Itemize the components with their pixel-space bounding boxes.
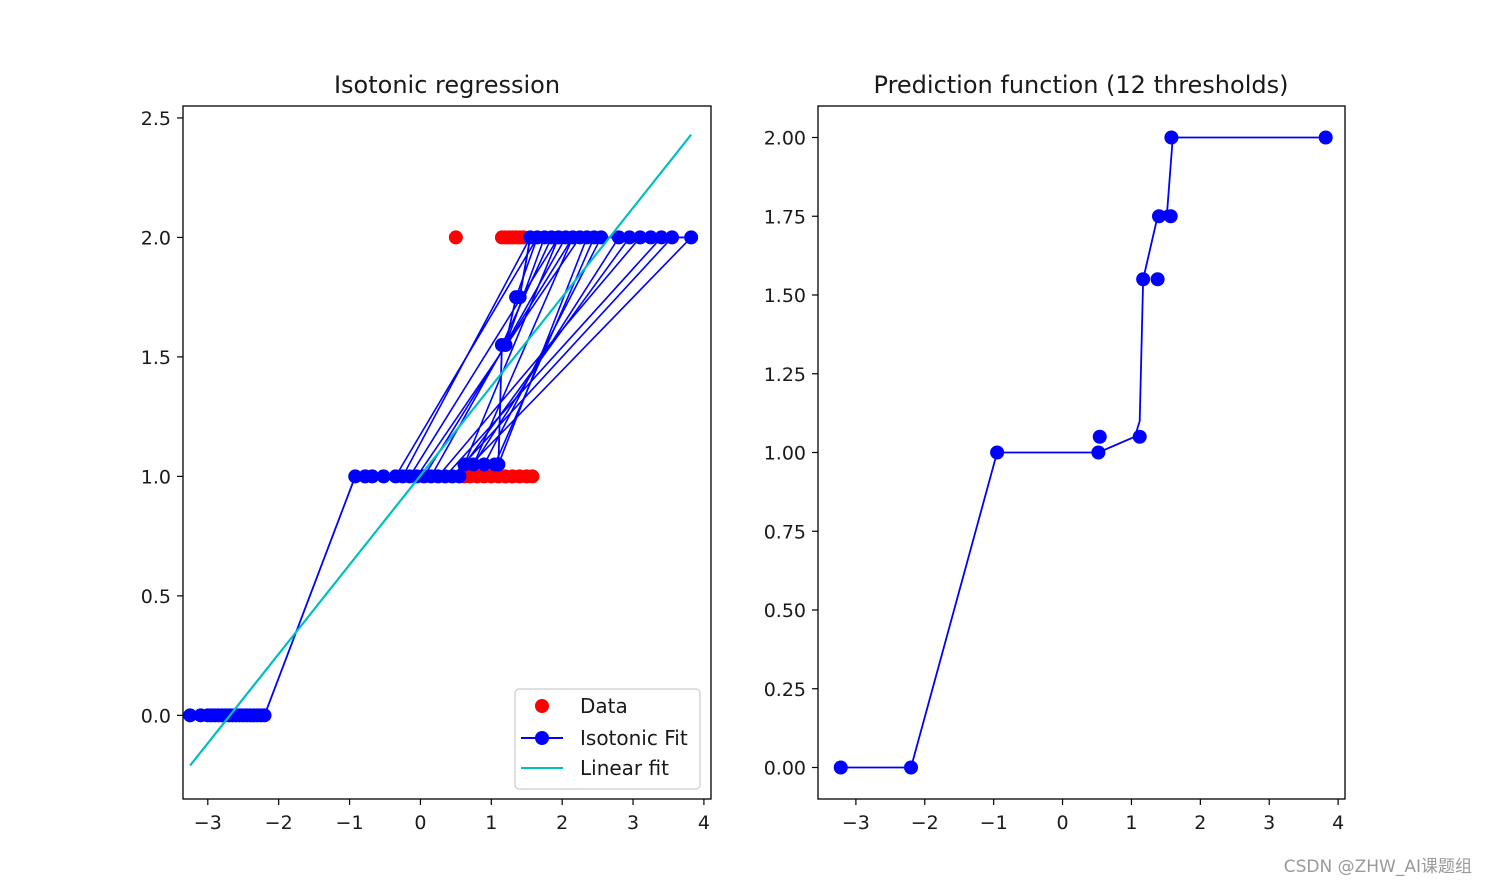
right-prediction-line	[840, 136, 1326, 769]
left-isotonic-connector	[504, 237, 546, 346]
right-y-tick-label: 1.50	[764, 285, 806, 307]
left-data-point	[448, 230, 463, 245]
right-x-tick-label: −3	[842, 812, 870, 834]
left-isotonic-connector	[463, 237, 560, 465]
right-y-tick-label: 0.75	[764, 521, 806, 543]
left-isotonic-fit-point	[643, 230, 658, 245]
legend-box	[514, 688, 701, 790]
legend-data-marker	[535, 699, 549, 713]
left-isotonic-fit-point	[594, 230, 609, 245]
left-y-tick-label: 2.5	[141, 108, 171, 130]
left-isotonic-connector	[430, 237, 567, 477]
left-isotonic-fit-point	[684, 230, 699, 245]
left-isotonic-fit-point	[257, 708, 272, 723]
watermark: CSDN @ZHW_AI课题组	[1283, 857, 1472, 877]
left-data-point	[525, 469, 540, 484]
left-isotonic-connector	[472, 236, 620, 465]
right-x-tick-label: 4	[1332, 812, 1344, 834]
right-thresholds-point	[1163, 209, 1178, 224]
left-isotonic-fit-point	[348, 469, 363, 484]
left-isotonic-fit-point	[183, 708, 198, 723]
left-x-tick-label: −1	[336, 812, 364, 834]
legend-data-label: Data	[580, 694, 628, 718]
right-x-tick-label: −1	[980, 812, 1008, 834]
left-y-tick-label: 0.0	[141, 705, 171, 727]
left-isotonic-connector	[458, 236, 692, 477]
left-y-tick-label: 0.5	[141, 586, 171, 608]
left-x-tick-label: 1	[485, 812, 497, 834]
right-y-tick-label: 0.00	[764, 758, 806, 780]
left-isotonic-fit-point	[654, 230, 669, 245]
left-isotonic-fit-point	[477, 457, 492, 472]
left-isotonic-fit-point	[365, 469, 380, 484]
left-isotonic-fit-point	[491, 457, 506, 472]
left-isotonic-fit-point	[452, 469, 467, 484]
left-isotonic-fit-point	[466, 457, 481, 472]
right-thresholds-point	[1092, 429, 1107, 444]
left-y-tick-label: 1.0	[141, 466, 171, 488]
left-x-tick-label: 2	[556, 812, 568, 834]
right-chart-title: Prediction function (12 thresholds)	[874, 71, 1289, 99]
right-plot-area: −3 −2 −1 0 1 2 3 4 0.00 0.25 0.50 0.75 1.00 1.25 1.50 1…	[764, 105, 1346, 834]
right-y-tick-label: 1.75	[764, 206, 806, 228]
left-isotonic-connector	[515, 237, 539, 298]
right-x-tick-label: 2	[1194, 812, 1206, 834]
left-isotonic-connector	[497, 237, 588, 465]
left-isotonic-fit-point	[665, 230, 680, 245]
left-isotonic-fit-point	[512, 290, 527, 305]
left-plot-area: −3 −2 −1 0 1 2 3 4 0.0 0.5 1.0 1.5 2.0 2.5	[141, 105, 712, 834]
left-isotonic-fit-point	[376, 469, 391, 484]
left-isotonic-connector	[494, 237, 595, 465]
right-x-tick-label: 3	[1263, 812, 1275, 834]
left-isotonic-fit-point	[622, 230, 637, 245]
left-x-tick-label: 0	[414, 812, 426, 834]
left-x-tick-label: −2	[265, 812, 293, 834]
left-isotonic-connector	[444, 236, 662, 477]
left-isotonic-connector	[394, 237, 539, 477]
left-linear-fit-line	[189, 133, 693, 767]
right-y-tick-label: 2.00	[764, 128, 806, 150]
left-isotonic-fit-point	[633, 230, 648, 245]
right-x-tick-label: 0	[1057, 812, 1069, 834]
legend-isotonic-label: Isotonic Fit	[580, 726, 688, 750]
left-isotonic-fit-point	[498, 337, 513, 352]
right-y-tick-label: 1.25	[764, 364, 806, 386]
right-x-tick-label: 1	[1125, 812, 1137, 834]
left-x-tick-label: −3	[194, 812, 222, 834]
left-x-tick-label: 4	[698, 812, 710, 834]
left-axes-frame	[182, 105, 712, 800]
legend-isotonic-marker	[535, 731, 549, 745]
legend-linear-label: Linear fit	[580, 756, 669, 780]
left-x-tick-label: 3	[627, 812, 639, 834]
right-x-tick-label: −2	[911, 812, 939, 834]
right-y-tick-label: 1.00	[764, 443, 806, 465]
right-thresholds-point	[1164, 130, 1179, 145]
left-y-tick-label: 2.0	[141, 227, 171, 249]
isotonic-regression-panel: Isotonic regression −3 −2 −1 0 1 2 3 4 0.0 0.5 1.0…	[141, 71, 712, 834]
left-isotonic-fit-point	[611, 230, 626, 245]
legend: Data Isotonic Fit Linear fit	[514, 688, 701, 790]
left-chart-title: Isotonic regression	[334, 71, 560, 99]
right-y-tick-label: 0.25	[764, 679, 806, 701]
left-isotonic-connector	[472, 237, 574, 465]
right-y-tick-label: 0.50	[764, 600, 806, 622]
left-y-tick-label: 1.5	[141, 347, 171, 369]
left-isotonic-connector	[451, 236, 673, 477]
prediction-function-panel: Prediction function (12 thresholds) −3 −2…	[764, 71, 1346, 834]
right-thresholds-point	[1150, 272, 1165, 287]
